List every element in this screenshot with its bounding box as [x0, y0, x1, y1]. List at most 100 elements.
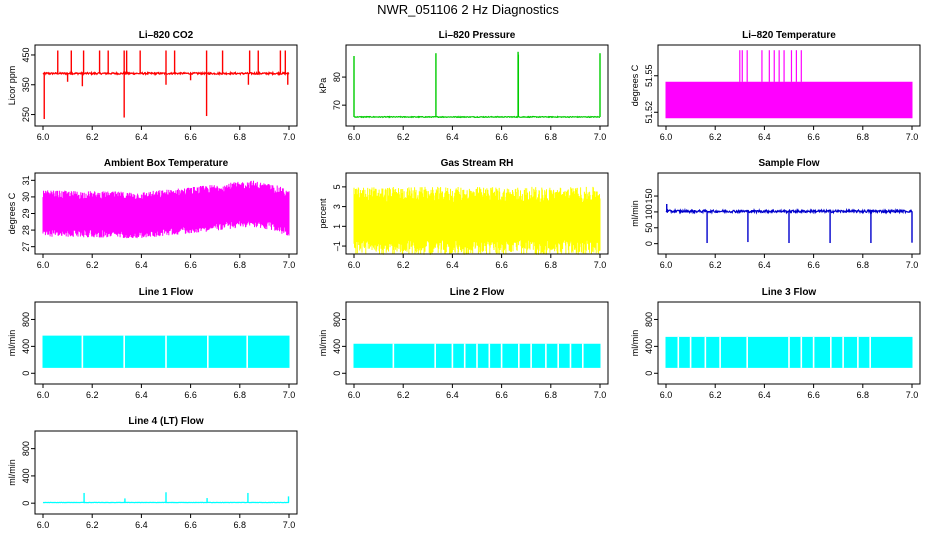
- line-4-lt-flow-xtick-label-4: 6.8: [234, 520, 247, 530]
- line-3-flow-xtick-label-5: 7.0: [906, 390, 919, 400]
- ambient-box-temperature-xtick-label-5: 7.0: [283, 260, 296, 270]
- line-3-flow-title: Line 3 Flow: [762, 287, 817, 298]
- li820-co2-xtick-label-0: 6.0: [37, 132, 50, 142]
- line-2-flow-xtick-label-1: 6.2: [397, 390, 410, 400]
- line-1-flow-ylabel: ml/min: [7, 330, 17, 357]
- line-2-flow-xtick-label-3: 6.6: [495, 390, 508, 400]
- li820-temperature-xtick-label-0: 6.0: [660, 132, 673, 142]
- line-3-flow-ytick-label-1: 400: [644, 339, 654, 354]
- line-3-flow-xtick-label-0: 6.0: [660, 390, 673, 400]
- li820-pressure-xtick-label-4: 6.8: [545, 132, 558, 142]
- gas-stream-rh-xtick-label-0: 6.0: [348, 260, 361, 270]
- ambient-box-temperature-xtick-label-4: 6.8: [234, 260, 247, 270]
- line-4-lt-flow-ytick-label-1: 400: [21, 468, 31, 483]
- line-3-flow-xtick-label-4: 6.8: [857, 390, 870, 400]
- gas-stream-rh-xtick-label-3: 6.6: [495, 260, 508, 270]
- line-1-flow-frame: [34, 301, 298, 385]
- sample-flow-frame: [657, 172, 921, 255]
- li820-pressure-panel: Li–820 Pressure 6.0 6.2 6.4 6.6 6.8 7.0 70 80 kPa: [318, 30, 609, 142]
- line-3-flow-xtick-label-3: 6.6: [807, 390, 820, 400]
- li820-co2-ytick-label-0: 250: [21, 107, 31, 122]
- line-4-lt-flow-panel: Line 4 (LT) Flow 6.0 6.2 6.4 6.6 6.8 7.0 0 400 80…: [7, 416, 298, 530]
- line-1-flow-xtick-label-4: 6.8: [234, 390, 247, 400]
- ambient-box-temperature-xtick-label-2: 6.4: [135, 260, 148, 270]
- li820-co2-panel: Li–820 CO2 6.0 6.2 6.4 6.6 6.8 7.0 250 350 450 Lic…: [7, 30, 298, 142]
- line-2-flow-ytick-label-1: 400: [332, 339, 342, 354]
- li820-co2-ytick-label-1: 350: [21, 77, 31, 92]
- line-1-flow-xtick-label-2: 6.4: [135, 390, 148, 400]
- li820-temperature-series-band: [665, 81, 913, 119]
- gas-stream-rh-xtick-label-4: 6.8: [545, 260, 558, 270]
- li820-pressure-ylabel: kPa: [318, 78, 328, 94]
- li820-temperature-xtick-label-5: 7.0: [906, 132, 919, 142]
- line-1-flow-xtick-label-1: 6.2: [86, 390, 99, 400]
- line-4-lt-flow-xtick-label-5: 7.0: [283, 520, 296, 530]
- line-3-flow-panel: Line 3 Flow 6.0 6.2 6.4 6.6 6.8 7.0 0 400 800 ml/m…: [630, 287, 921, 400]
- line-1-flow-xtick-label-3: 6.6: [184, 390, 197, 400]
- line-2-flow-xtick-label-2: 6.4: [446, 390, 459, 400]
- figure-title: NWR_051106 2 Hz Diagnostics: [377, 2, 559, 17]
- sample-flow-xtick-label-3: 6.6: [807, 260, 820, 270]
- sample-flow-xtick-label-5: 7.0: [906, 260, 919, 270]
- li820-co2-frame: [34, 44, 298, 127]
- li820-temperature-frame: [657, 44, 921, 127]
- sample-flow-ylabel: ml/min: [630, 200, 640, 227]
- line-3-flow-ylabel: ml/min: [630, 330, 640, 357]
- gas-stream-rh-ytick-label-0: –1: [332, 241, 342, 251]
- ambient-box-temperature-xtick-label-1: 6.2: [86, 260, 99, 270]
- line-2-flow-panel: Line 2 Flow 6.0 6.2 6.4 6.6 6.8 7.0 0 400 800 ml/m…: [318, 287, 609, 400]
- li820-pressure-xtick-label-5: 7.0: [594, 132, 607, 142]
- line-2-flow-ytick-label-2: 800: [332, 312, 342, 327]
- line-1-flow-panel: Line 1 Flow 6.0 6.2 6.4 6.6 6.8 7.0 0 400 800 ml/m…: [7, 287, 298, 400]
- sample-flow-xtick-label-4: 6.8: [857, 260, 870, 270]
- line-1-flow-ytick-label-2: 800: [21, 312, 31, 327]
- gas-stream-rh-frame: [345, 172, 609, 255]
- sample-flow-xtick-label-0: 6.0: [660, 260, 673, 270]
- line-1-flow-ytick-label-1: 400: [21, 339, 31, 354]
- ambient-box-temperature-ytick-label-0: 27: [21, 242, 31, 252]
- gas-stream-rh-ytick-label-1: 1: [332, 224, 342, 229]
- sample-flow-title: Sample Flow: [758, 158, 819, 169]
- line-1-flow-title: Line 1 Flow: [139, 287, 194, 298]
- li820-co2-ytick-label-2: 450: [21, 47, 31, 62]
- gas-stream-rh-series-band: [353, 186, 601, 255]
- ambient-box-temperature-xtick-label-0: 6.0: [37, 260, 50, 270]
- line-3-flow-ytick-label-0: 0: [644, 371, 654, 376]
- li820-pressure-ytick-label-0: 70: [332, 100, 342, 110]
- ambient-box-temperature-xtick-label-3: 6.6: [184, 260, 197, 270]
- line-4-lt-flow-title: Line 4 (LT) Flow: [128, 416, 204, 427]
- ambient-box-temperature-ytick-label-1: 28: [21, 225, 31, 235]
- li820-pressure-xtick-label-0: 6.0: [348, 132, 361, 142]
- li820-temperature-xtick-label-1: 6.2: [709, 132, 722, 142]
- line-4-lt-flow-ytick-label-2: 800: [21, 441, 31, 456]
- li820-co2-xtick-label-1: 6.2: [86, 132, 99, 142]
- li820-pressure-frame: [345, 44, 609, 127]
- ambient-box-temperature-panel: Ambient Box Temperature 6.0 6.2 6.4 6.6 6.8 7.…: [7, 158, 298, 270]
- line-1-flow-ytick-label-0: 0: [21, 371, 31, 376]
- line-4-lt-flow-ylabel: ml/min: [7, 459, 17, 486]
- ambient-box-temperature-ytick-label-2: 29: [21, 208, 31, 218]
- ambient-box-temperature-ylabel: degrees C: [7, 192, 17, 234]
- gas-stream-rh-ylabel: percent: [318, 198, 328, 229]
- line-3-flow-xtick-label-1: 6.2: [709, 390, 722, 400]
- li820-co2-title: Li–820 CO2: [139, 30, 194, 41]
- line-2-flow-xtick-label-0: 6.0: [348, 390, 361, 400]
- li820-temperature-ylabel: degrees C: [630, 64, 640, 106]
- gas-stream-rh-ytick-label-2: 3: [332, 204, 342, 209]
- li820-pressure-xtick-label-3: 6.6: [495, 132, 508, 142]
- gas-stream-rh-xtick-label-1: 6.2: [397, 260, 410, 270]
- line-2-flow-ylabel: ml/min: [318, 330, 328, 357]
- line-1-flow-xtick-label-5: 7.0: [283, 390, 296, 400]
- ambient-box-temperature-ytick-label-3: 30: [21, 192, 31, 202]
- li820-temperature-ytick-label-0: 51.52: [644, 101, 654, 124]
- line-1-flow-xtick-label-0: 6.0: [37, 390, 50, 400]
- sample-flow-ytick-label-3: 150: [644, 189, 654, 204]
- ambient-box-temperature-series-band: [42, 180, 290, 239]
- line-4-lt-flow-ytick-label-0: 0: [21, 501, 31, 506]
- li820-temperature-ytick-label-1: 51.55: [644, 65, 654, 88]
- li820-pressure-xtick-label-2: 6.4: [446, 132, 459, 142]
- gas-stream-rh-xtick-label-2: 6.4: [446, 260, 459, 270]
- li820-temperature-panel: Li–820 Temperature 6.0 6.2 6.4 6.6 6.8 7.0 51.5…: [630, 30, 921, 142]
- line-3-flow-frame: [657, 301, 921, 385]
